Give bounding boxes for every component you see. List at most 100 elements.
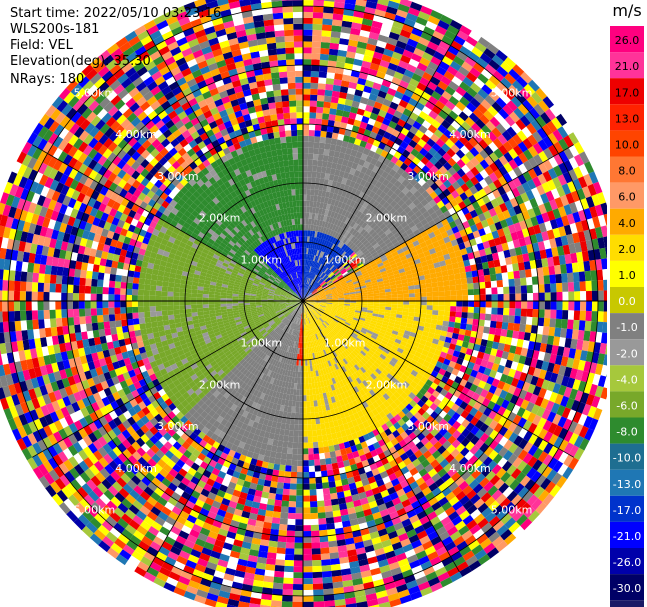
velocity-bin (303, 554, 313, 561)
velocity-bin (546, 179, 557, 191)
velocity-bin (405, 253, 413, 259)
velocity-bin (310, 406, 315, 413)
velocity-bin (451, 153, 461, 163)
velocity-bin (361, 115, 370, 124)
velocity-bin (403, 224, 411, 232)
velocity-bin (323, 287, 330, 291)
velocity-bin (414, 292, 421, 298)
velocity-bin (409, 297, 416, 301)
velocity-bin (414, 244, 422, 251)
velocity-bin (477, 73, 489, 85)
radar-ppi-plot: 1.00km2.00km3.00km4.00km5.00km1.00km2.00… (0, 0, 607, 607)
velocity-bin (303, 483, 310, 490)
velocity-bin (556, 282, 563, 293)
velocity-bin (369, 112, 379, 121)
velocity-bin (330, 37, 340, 44)
velocity-bin (529, 197, 539, 209)
velocity-bin (307, 284, 310, 291)
velocity-bin (311, 236, 315, 243)
velocity-bin (333, 269, 340, 275)
velocity-bin (365, 43, 377, 52)
velocity-bin (343, 204, 350, 211)
velocity-bin (458, 66, 470, 77)
velocity-bin (387, 87, 397, 97)
velocity-bin (382, 194, 391, 202)
velocity-bin (313, 453, 320, 460)
velocity-bin (375, 3, 388, 12)
velocity-bin (333, 279, 339, 284)
velocity-bin (427, 41, 439, 51)
velocity-bin (338, 152, 346, 160)
velocity-bin (362, 230, 369, 238)
velocity-bin (580, 301, 587, 311)
velocity-bin (371, 57, 382, 66)
velocity-bin (305, 283, 308, 290)
velocity-bin (316, 100, 324, 108)
velocity-bin (303, 11, 314, 18)
velocity-bin (363, 129, 372, 137)
velocity-bin (358, 253, 366, 260)
velocity-bin (492, 70, 505, 82)
velocity-bin (465, 170, 475, 180)
velocity-bin (322, 440, 329, 448)
velocity-bin (307, 293, 313, 298)
velocity-bin (294, 418, 299, 425)
velocity-bin (310, 76, 319, 84)
velocity-bin (520, 192, 530, 203)
velocity-bin (503, 293, 510, 301)
velocity-bin (358, 219, 365, 227)
velocity-bin (339, 195, 345, 203)
velocity-bin (353, 156, 361, 165)
velocity-bin (378, 213, 385, 221)
velocity-bin (476, 57, 489, 69)
velocity-bin (586, 290, 593, 301)
velocity-bin (354, 189, 362, 197)
velocity-bin (338, 208, 344, 215)
velocity-bin (322, 266, 328, 273)
velocity-bin (437, 315, 444, 321)
velocity-bin (408, 202, 416, 210)
velocity-bin (315, 269, 320, 275)
velocity-bin (314, 412, 320, 419)
velocity-bin (314, 471, 322, 478)
velocity-bin (447, 24, 460, 36)
velocity-bin (370, 26, 382, 35)
velocity-bin (303, 460, 309, 467)
velocity-bin (351, 229, 358, 236)
velocity-bin (473, 77, 485, 89)
velocity-bin (362, 54, 373, 63)
velocity-bin (465, 160, 475, 171)
velocity-bin (328, 282, 334, 287)
velocity-bin (349, 167, 356, 176)
velocity-bin (305, 383, 310, 390)
velocity-bin (398, 228, 406, 235)
velocity-bin (345, 255, 352, 262)
velocity-bin (331, 237, 337, 244)
velocity-bin (455, 186, 465, 196)
velocity-bin (296, 389, 300, 396)
velocity-bin (340, 80, 350, 88)
velocity-bin (433, 129, 444, 139)
velocity-bin (374, 180, 383, 189)
velocity-bin (396, 85, 407, 95)
velocity-bin (303, 454, 309, 461)
velocity-bin (553, 141, 564, 154)
velocity-bin (561, 183, 571, 195)
velocity-bin (307, 230, 311, 237)
velocity-bin (313, 601, 325, 607)
velocity-bin (313, 267, 317, 274)
velocity-bin (512, 177, 522, 188)
velocity-bin (508, 169, 518, 180)
velocity-bin (310, 266, 313, 273)
velocity-bin (434, 187, 443, 196)
velocity-bin (311, 267, 314, 273)
velocity-bin (384, 112, 394, 121)
velocity-bin (311, 41, 322, 48)
velocity-bin (297, 460, 303, 467)
velocity-bin (408, 232, 416, 239)
velocity-bin (346, 51, 356, 59)
velocity-bin (327, 119, 335, 127)
velocity-bin (298, 359, 301, 366)
velocity-bin (293, 578, 303, 585)
velocity-bin (398, 99, 409, 109)
